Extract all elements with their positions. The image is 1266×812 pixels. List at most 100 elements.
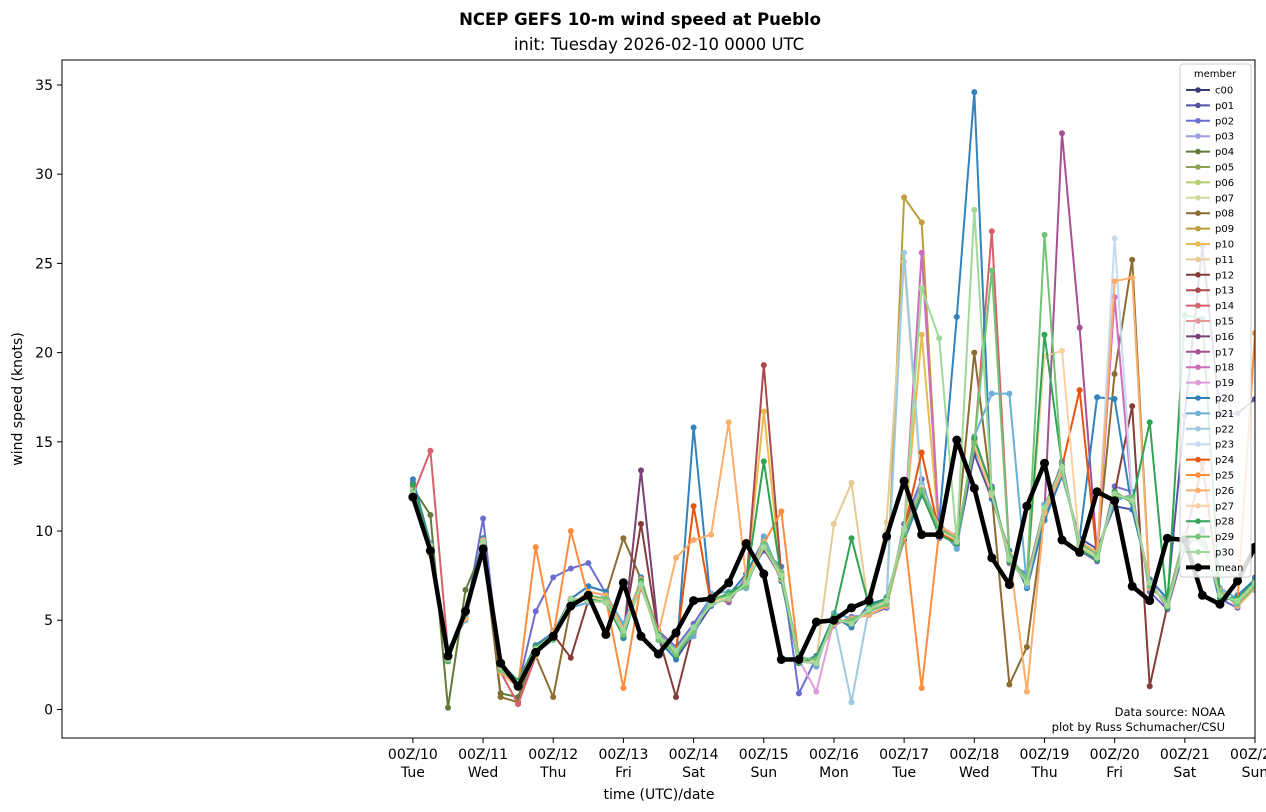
legend-item-p14[interactable]: p14	[1186, 301, 1234, 312]
legend-item-p13[interactable]: p13	[1186, 286, 1234, 297]
data-point-p02	[480, 515, 487, 522]
data-point-p30	[655, 633, 662, 640]
data-point-p13	[760, 362, 767, 369]
legend-swatch-marker	[1195, 87, 1201, 93]
data-point-p30	[901, 526, 908, 533]
data-point-p20	[1111, 396, 1118, 402]
data-point-p24	[1076, 387, 1083, 394]
data-point-mean	[425, 546, 435, 556]
data-point-p10	[760, 408, 767, 415]
legend-item-p25[interactable]: p25	[1186, 471, 1234, 482]
legend-item-p24[interactable]: p24	[1186, 455, 1234, 466]
legend-item-p09[interactable]: p09	[1186, 224, 1234, 235]
data-point-mean	[583, 590, 593, 600]
legend-label: p20	[1215, 394, 1234, 405]
data-point-p08	[550, 694, 557, 700]
data-point-p04	[445, 704, 451, 711]
legend-item-p18[interactable]: p18	[1186, 363, 1234, 374]
legend-item-p27[interactable]: p27	[1186, 501, 1234, 512]
legend-item-p05[interactable]: p05	[1186, 163, 1234, 174]
data-point-p08	[1023, 644, 1030, 650]
data-point-p30	[1164, 603, 1171, 609]
data-point-p08	[971, 349, 978, 356]
data-point-p22	[848, 699, 855, 706]
data-point-mean	[1215, 599, 1225, 609]
data-point-mean	[566, 601, 576, 611]
legend-label: p17	[1215, 347, 1234, 358]
legend-item-p22[interactable]: p22	[1186, 424, 1234, 435]
data-point-p30	[1041, 504, 1048, 511]
legend-swatch-marker	[1195, 225, 1201, 232]
data-point-mean	[513, 681, 523, 691]
data-point-p30	[620, 627, 627, 634]
data-point-p20	[953, 313, 960, 320]
data-point-p30	[760, 544, 767, 551]
legend-item-p12[interactable]: p12	[1186, 270, 1234, 281]
legend-item-p23[interactable]: p23	[1186, 440, 1234, 451]
legend-item-p01[interactable]: p01	[1186, 101, 1234, 112]
legend-item-mean[interactable]: mean	[1186, 563, 1243, 574]
legend-item-p19[interactable]: p19	[1186, 378, 1234, 389]
legend-item-p16[interactable]: p16	[1186, 332, 1234, 343]
legend-box	[1179, 63, 1252, 578]
x-tick-day-label: Thu	[539, 765, 566, 781]
legend-swatch-marker	[1195, 364, 1201, 371]
legend-item-p17[interactable]: p17	[1186, 347, 1234, 358]
data-point-p26	[708, 531, 715, 538]
data-point-p12	[567, 654, 574, 661]
data-point-mean	[811, 617, 821, 627]
legend-item-p15[interactable]: p15	[1186, 317, 1234, 328]
legend-item-p08[interactable]: p08	[1186, 209, 1234, 220]
legend-item-p02[interactable]: p02	[1186, 116, 1234, 127]
data-point-p20	[690, 424, 697, 431]
legend-item-p21[interactable]: p21	[1186, 409, 1234, 420]
data-point-p28	[409, 481, 416, 488]
data-point-p12	[638, 520, 644, 527]
legend-label: p28	[1215, 517, 1234, 528]
data-point-p30	[1023, 579, 1030, 586]
legend-item-c00[interactable]: c00	[1186, 86, 1233, 97]
data-point-mean	[776, 655, 786, 664]
y-tick-label: 15	[35, 435, 53, 451]
x-tick-day-label: Wed	[468, 765, 499, 781]
legend-item-p26[interactable]: p26	[1186, 486, 1234, 497]
legend-item-p04[interactable]: p04	[1186, 147, 1234, 158]
legend-item-p03[interactable]: p03	[1186, 132, 1234, 143]
data-point-mean	[864, 596, 874, 606]
legend[interactable]: member c00 p01 p02 p03 p04 p05 p06 p07 p08 p09 p10…	[1179, 63, 1252, 578]
legend-item-p06[interactable]: p06	[1186, 178, 1234, 189]
data-point-p09	[901, 194, 908, 201]
data-point-mean	[969, 483, 979, 493]
legend-swatch-marker	[1195, 118, 1201, 124]
data-point-p30	[848, 620, 855, 627]
legend-item-p30[interactable]: p30	[1186, 548, 1234, 559]
legend-item-p20[interactable]: p20	[1186, 394, 1234, 405]
data-point-p08	[1006, 681, 1013, 688]
data-point-p26	[690, 537, 697, 543]
legend-item-p29[interactable]: p29	[1186, 532, 1234, 543]
legend-label: p04	[1215, 147, 1234, 158]
legend-label: p09	[1215, 224, 1234, 235]
legend-label: p29	[1215, 532, 1234, 543]
legend-swatch-marker	[1195, 395, 1201, 401]
data-point-p25	[567, 528, 574, 534]
data-point-p02	[532, 608, 539, 615]
legend-label: c00	[1215, 86, 1233, 97]
data-point-mean	[917, 530, 927, 540]
legend-label: p25	[1215, 471, 1234, 482]
legend-swatch-marker	[1195, 472, 1201, 478]
legend-item-p07[interactable]: p07	[1186, 193, 1234, 204]
data-point-mean	[1250, 542, 1255, 552]
x-tick-day-label: Sat	[682, 765, 705, 781]
legend-swatch-marker	[1195, 195, 1201, 201]
legend-item-p28[interactable]: p28	[1186, 517, 1234, 528]
data-point-p24	[690, 503, 697, 510]
data-point-p26	[673, 554, 679, 561]
data-point-mean	[1127, 581, 1137, 591]
legend-item-p11[interactable]: p11	[1186, 255, 1234, 266]
legend-swatch-marker	[1195, 410, 1201, 417]
credit-source: Data source: NOAA	[1115, 705, 1225, 719]
legend-item-p10[interactable]: p10	[1186, 240, 1234, 251]
y-tick-label: 35	[35, 78, 53, 94]
data-point-p30	[602, 599, 609, 606]
